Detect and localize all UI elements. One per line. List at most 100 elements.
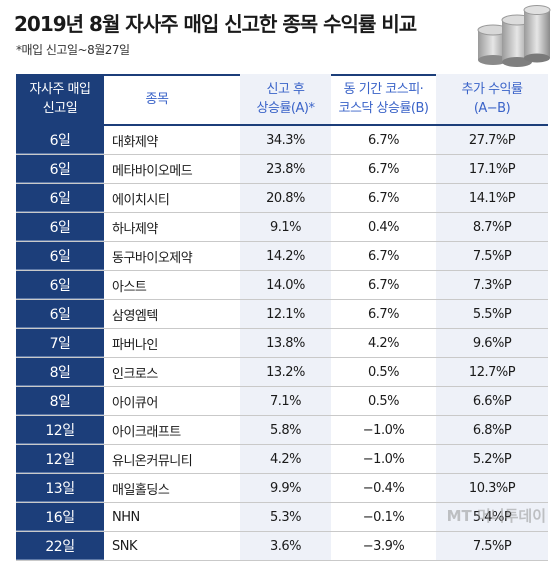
row-excess-return: 17.1%P xyxy=(436,155,548,183)
header-diff-line2: (A−B) xyxy=(473,101,511,116)
row-excess-return: 7.5%P xyxy=(436,532,548,560)
table-header-row: 자사주 매입 신고일 종목 신고 후 상승률(A)* 동 기간 코스피· 코스닥… xyxy=(16,74,548,126)
row-excess-return: 5.5%P xyxy=(436,300,548,328)
table-row: 8일 아이큐어 7.1% 0.5% 6.6%P xyxy=(16,387,548,416)
row-rise-a: 34.3% xyxy=(240,126,331,154)
table-row: 6일 대화제약 34.3% 6.7% 27.7%P xyxy=(16,126,548,155)
row-stock-name: 유니온커뮤니티 xyxy=(112,453,193,469)
row-date: 6일 xyxy=(16,213,104,241)
row-date: 6일 xyxy=(16,184,104,212)
row-stock-name: 아스트 xyxy=(112,279,147,295)
table-body: 6일 대화제약 34.3% 6.7% 27.7%P 6일 메타바이오메드 23.8% 6.7% 1… xyxy=(16,126,548,561)
table-row: 6일 동구바이오제약 14.2% 6.7% 7.5%P xyxy=(16,242,548,271)
page-title: 2019년 8월 자사주 매입 신고한 종목 수익률 비교 xyxy=(14,12,417,36)
row-date: 8일 xyxy=(16,387,104,415)
row-stock-name: 아이크래프트 xyxy=(112,424,181,440)
subtitle-note: *매입 신고일~8월27일 xyxy=(16,43,130,57)
row-excess-return: 8.7%P xyxy=(436,213,548,241)
row-rise-b: 0.5% xyxy=(367,364,400,380)
row-rise-a: 7.1% xyxy=(240,387,331,415)
table-row: 7일 파버나인 13.8% 4.2% 9.6%P xyxy=(16,329,548,358)
row-date: 12일 xyxy=(16,416,104,444)
row-rise-b: −1.0% xyxy=(362,451,405,467)
row-date: 6일 xyxy=(16,300,104,328)
row-rise-a: 3.6% xyxy=(240,532,331,560)
row-rise-a: 14.2% xyxy=(240,242,331,270)
row-stock-name: 하나제약 xyxy=(112,221,158,237)
row-date: 7일 xyxy=(16,329,104,357)
row-excess-return: 10.3%P xyxy=(436,474,548,502)
row-date: 12일 xyxy=(16,445,104,473)
header-a-line1: 신고 후 xyxy=(266,82,305,97)
row-excess-return: 12.7%P xyxy=(436,358,548,386)
header-b-line2: 코스닥 상승률(B) xyxy=(338,101,429,116)
row-stock-name: 메타바이오메드 xyxy=(112,163,193,179)
row-rise-a: 5.3% xyxy=(240,503,331,531)
row-stock-name: 파버나인 xyxy=(112,337,158,353)
watermark-logo: MT 머니투데이 xyxy=(446,507,546,525)
row-rise-b: 6.7% xyxy=(367,277,400,293)
header-rise-a: 신고 후 상승률(A)* xyxy=(240,74,331,124)
row-rise-a: 9.9% xyxy=(240,474,331,502)
row-rise-b: 6.7% xyxy=(367,306,400,322)
row-rise-b: 6.7% xyxy=(367,161,400,177)
row-rise-b: 6.7% xyxy=(367,248,400,264)
header-excess-return: 추가 수익률 (A−B) xyxy=(436,74,548,124)
row-stock-name: 아이큐어 xyxy=(112,395,158,411)
header-a-line2: 상승률(A)* xyxy=(256,101,315,116)
row-rise-b: −0.4% xyxy=(362,480,405,496)
row-stock-name: 삼영엠텍 xyxy=(112,308,158,324)
row-date: 6일 xyxy=(16,155,104,183)
row-rise-a: 13.8% xyxy=(240,329,331,357)
header-date: 자사주 매입 신고일 xyxy=(16,74,104,124)
row-excess-return: 6.8%P xyxy=(436,416,548,444)
header-diff-line1: 추가 수익률 xyxy=(461,82,523,97)
row-rise-a: 12.1% xyxy=(240,300,331,328)
row-date: 6일 xyxy=(16,242,104,270)
row-stock-name: 에이치시티 xyxy=(112,192,170,208)
row-excess-return: 5.4%P xyxy=(436,503,548,531)
row-stock-name: 대화제약 xyxy=(112,134,158,150)
row-date: 16일 xyxy=(16,503,104,531)
row-rise-a: 23.8% xyxy=(240,155,331,183)
header-b-line1: 동 기간 코스피· xyxy=(343,82,424,97)
table-row: 16일 NHN 5.3% −0.1% 5.4%P xyxy=(16,503,548,532)
row-rise-b: −1.0% xyxy=(362,422,405,438)
table-row: 8일 인크로스 13.2% 0.5% 12.7%P xyxy=(16,358,548,387)
header-name: 종목 xyxy=(104,74,240,124)
header-date-line2: 신고일 xyxy=(42,101,78,116)
table-row: 6일 삼영엠텍 12.1% 6.7% 5.5%P xyxy=(16,300,548,329)
header-name-label: 종목 xyxy=(145,91,169,107)
table-row: 6일 하나제약 9.1% 0.4% 8.7%P xyxy=(16,213,548,242)
header-rise-b: 동 기간 코스피· 코스닥 상승률(B) xyxy=(331,74,436,124)
table-row: 6일 메타바이오메드 23.8% 6.7% 17.1%P xyxy=(16,155,548,184)
row-excess-return: 14.1%P xyxy=(436,184,548,212)
table-row: 6일 아스트 14.0% 6.7% 7.3%P xyxy=(16,271,548,300)
row-rise-b: −3.9% xyxy=(362,538,405,554)
row-rise-b: 4.2% xyxy=(367,335,400,351)
row-rise-b: 0.4% xyxy=(367,219,400,235)
row-stock-name: SNK xyxy=(112,538,138,554)
coin-stack-icon xyxy=(477,5,551,67)
row-excess-return: 6.6%P xyxy=(436,387,548,415)
row-date: 6일 xyxy=(16,126,104,154)
header-date-line1: 자사주 매입 xyxy=(29,82,91,97)
row-stock-name: 매일홀딩스 xyxy=(112,482,170,498)
row-rise-a: 9.1% xyxy=(240,213,331,241)
row-stock-name: NHN xyxy=(112,509,140,525)
row-rise-a: 4.2% xyxy=(240,445,331,473)
row-rise-b: 6.7% xyxy=(367,132,400,148)
table-row: 12일 아이크래프트 5.8% −1.0% 6.8%P xyxy=(16,416,548,445)
row-date: 22일 xyxy=(16,532,104,560)
row-rise-a: 5.8% xyxy=(240,416,331,444)
row-rise-b: 6.7% xyxy=(367,190,400,206)
row-rise-a: 14.0% xyxy=(240,271,331,299)
row-rise-b: −0.1% xyxy=(362,509,405,525)
table-row: 12일 유니온커뮤니티 4.2% −1.0% 5.2%P xyxy=(16,445,548,474)
row-excess-return: 27.7%P xyxy=(436,126,548,154)
row-date: 13일 xyxy=(16,474,104,502)
row-date: 6일 xyxy=(16,271,104,299)
row-excess-return: 7.5%P xyxy=(436,242,548,270)
table-row: 6일 에이치시티 20.8% 6.7% 14.1%P xyxy=(16,184,548,213)
returns-table: 자사주 매입 신고일 종목 신고 후 상승률(A)* 동 기간 코스피· 코스닥… xyxy=(16,74,548,561)
